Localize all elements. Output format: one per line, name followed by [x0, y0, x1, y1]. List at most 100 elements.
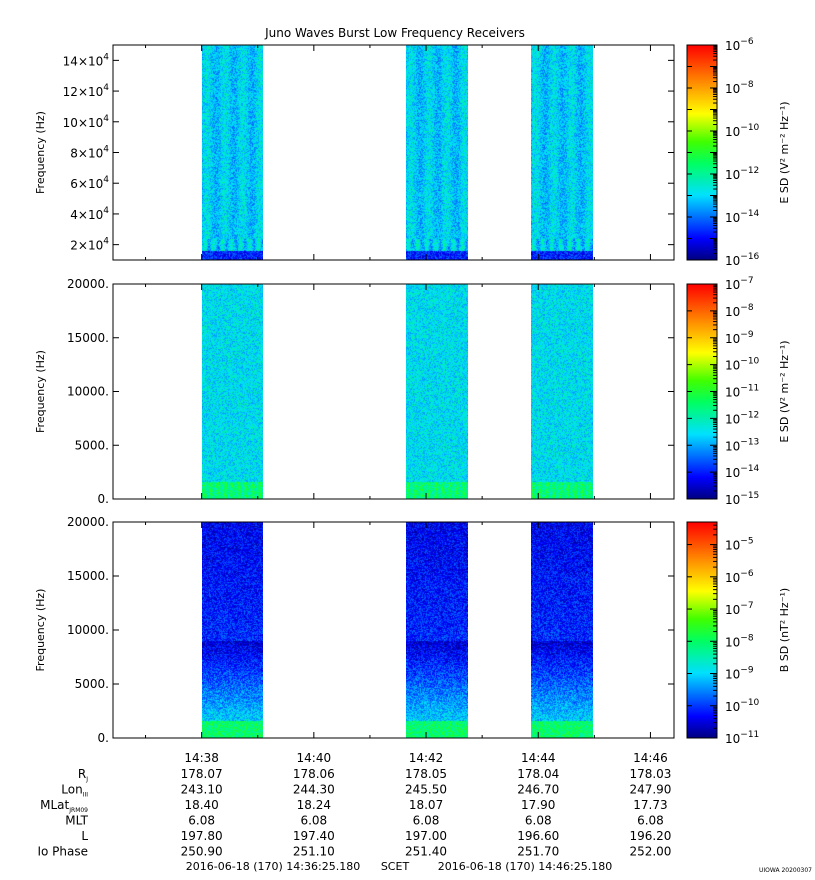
spectrogram-burst-3: [531, 522, 593, 738]
colorbar-tick-label: 10−7: [725, 276, 754, 292]
ephemeris-row: L 197.80 197.40 197.00 196.60 196.20: [81, 829, 671, 843]
ephemeris-value: 250.90: [181, 845, 223, 859]
ephemeris-row: MLatJRM09 18.40 18.24 18.07 17.90 17.73: [40, 798, 667, 814]
colorbar-tick-label: 10−15: [725, 491, 759, 507]
ephemeris-value: 245.50: [405, 783, 447, 797]
ephemeris-row-label: LonIII: [61, 783, 88, 799]
x-tick-label: 14:46: [633, 751, 668, 765]
ephemeris-value: 252.00: [629, 845, 671, 859]
y-tick-label: 2×104: [70, 237, 109, 253]
ephemeris-value: 6.08: [525, 814, 552, 828]
colorbar-label: E SD (V² m⁻² Hz⁻¹): [778, 101, 791, 203]
y-tick-label: 20000.: [67, 277, 109, 291]
ephemeris-value: 18.40: [184, 798, 218, 812]
spectrogram-burst-1: [202, 522, 263, 738]
x-tick-label: 14:38: [184, 751, 219, 765]
colorbar-tick-label: 10−10: [725, 357, 760, 373]
ephemeris-value: 17.90: [521, 798, 555, 812]
y-axis-label: Frequency (Hz): [34, 350, 47, 433]
ephemeris-value: 196.60: [517, 829, 559, 843]
ephemeris-value: 17.73: [633, 798, 667, 812]
y-tick-label: 0.: [98, 492, 109, 506]
spectrogram-burst-2: [406, 45, 468, 260]
ephemeris-value: 243.10: [181, 783, 223, 797]
ephemeris-value: 18.24: [297, 798, 331, 812]
colorbar: 10−6 10−8 10−10 10−12 10−14 10−16 E SD (V² m⁻²…: [686, 37, 791, 268]
x-tick-label: 14:40: [297, 751, 332, 765]
ephemeris-value: 18.07: [409, 798, 443, 812]
y-tick-label: 5000.: [75, 677, 109, 691]
ephemeris-value: 6.08: [188, 814, 215, 828]
colorbar-tick-label: 10−16: [725, 252, 760, 268]
ephemeris-row: RJ 178.07 178.06 178.05 178.04 178.03: [78, 767, 672, 783]
footer: 2016-06-18 (170) 14:36:25.180 SCET 2016-…: [186, 860, 812, 874]
ephemeris-value: 6.08: [637, 814, 664, 828]
ephemeris-table: RJ 178.07 178.06 178.05 178.04 178.03 LonIII 24…: [37, 767, 671, 859]
ephemeris-value: 197.40: [293, 829, 335, 843]
ephemeris-row-label: L: [81, 829, 88, 843]
colorbar-tick-label: 10−12: [725, 410, 759, 426]
footer-scet-label: SCET: [381, 860, 410, 873]
ephemeris-value: 6.08: [413, 814, 440, 828]
ephemeris-value: 6.08: [300, 814, 327, 828]
footer-stamp: UIOWA 20200307: [759, 867, 812, 874]
colorbar-tick-label: 10−10: [725, 123, 760, 139]
colorbar-tick-label: 10−11: [725, 730, 759, 746]
ephemeris-value: 178.07: [181, 767, 223, 781]
colorbar-tick-label: 10−8: [725, 633, 754, 649]
colorbar-frame: [686, 521, 718, 739]
ephemeris-value: 196.20: [629, 829, 671, 843]
panel-1: 2×104 4×104 6×104 8×104 10×104 12×104 14×104 Fr…: [34, 37, 791, 268]
panel-3: 0. 5000. 10000. 15000. 20000. Frequency (Hz) 1…: [34, 515, 791, 746]
ephemeris-value: 251.70: [517, 845, 559, 859]
y-tick-label: 4×104: [70, 206, 109, 222]
colorbar-gradient: [687, 522, 717, 738]
colorbar-tick-label: 10−8: [725, 80, 754, 96]
spectrogram-burst-3: [531, 284, 593, 499]
colorbar-label: B SD (nT² Hz⁻¹): [778, 588, 791, 672]
ephemeris-value: 246.70: [517, 783, 559, 797]
spectrogram-burst-3: [531, 45, 593, 260]
y-tick-label: 5000.: [75, 438, 109, 452]
ephemeris-row-label: RJ: [78, 767, 88, 783]
y-axis-label: Frequency (Hz): [34, 111, 47, 194]
y-tick-label: 8×104: [70, 145, 109, 161]
spectrogram-burst-1: [202, 45, 263, 260]
spectrogram-burst-1: [202, 284, 263, 499]
ephemeris-row: Io Phase 250.90 251.10 251.40 251.70 252.00: [37, 845, 671, 859]
colorbar-tick-label: 10−6: [725, 37, 754, 53]
spectrogram-burst-2: [406, 284, 468, 499]
chart-title: Juno Waves Burst Low Frequency Receivers: [264, 26, 525, 40]
ephemeris-row: LonIII 243.10 244.30 245.50 246.70 247.90: [61, 783, 671, 799]
colorbar-tick-label: 10−9: [725, 666, 754, 682]
colorbar-tick-label: 10−11: [725, 384, 759, 400]
y-tick-label: 6×104: [70, 175, 109, 191]
colorbar-tick-label: 10−6: [725, 569, 754, 585]
colorbar-tick-label: 10−12: [725, 166, 759, 182]
y-tick-label: 14×104: [63, 52, 110, 68]
y-tick-label: 10000.: [67, 385, 109, 399]
y-tick-label: 10000.: [67, 623, 109, 637]
colorbar-label: E SD (V² m⁻² Hz⁻¹): [778, 340, 791, 442]
ephemeris-value: 178.03: [629, 767, 671, 781]
colorbar: 10−7 10−8 10−9 10−10 10−11 10−12 10−13 10−14 10−…: [686, 276, 791, 507]
colorbar-tick-label: 10−14: [725, 464, 760, 480]
y-tick-label: 20000.: [67, 515, 109, 529]
colorbar-tick-label: 10−9: [725, 330, 754, 346]
footer-start-time: 2016-06-18 (170) 14:36:25.180: [186, 860, 360, 873]
colorbar-tick-label: 10−10: [725, 698, 760, 714]
ephemeris-value: 197.00: [405, 829, 447, 843]
ephemeris-row-label: MLatJRM09: [40, 798, 88, 814]
ephemeris-row-label: Io Phase: [37, 845, 88, 859]
colorbar-tick-label: 10−14: [725, 209, 760, 225]
ephemeris-row: MLT 6.08 6.08 6.08 6.08 6.08: [65, 814, 664, 828]
y-tick-label: 10×104: [63, 114, 110, 130]
colorbar-tick-label: 10−13: [725, 437, 759, 453]
footer-end-time: 2016-06-18 (170) 14:46:25.180: [438, 860, 612, 873]
ephemeris-value: 251.10: [293, 845, 335, 859]
y-tick-label: 15000.: [67, 331, 109, 345]
colorbar-tick-label: 10−8: [725, 303, 754, 319]
colorbar: 10−5 10−6 10−7 10−8 10−9 10−10 10−11 B SD (nT² …: [686, 521, 791, 746]
panel-2: 0. 5000. 10000. 15000. 20000. Frequency (Hz) 1…: [34, 276, 791, 507]
